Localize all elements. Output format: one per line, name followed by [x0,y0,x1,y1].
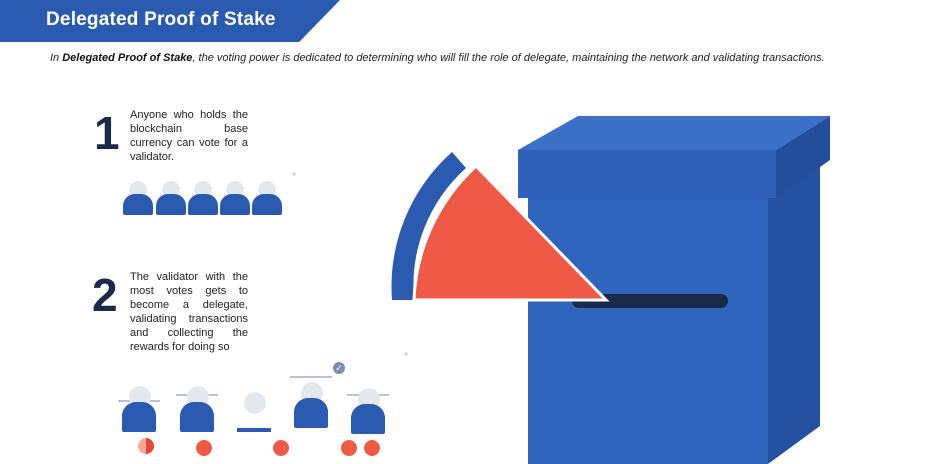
page-title: Delegated Proof of Stake [46,9,276,30]
step-1-text: Anyone who holds the blockchain base cur… [130,109,248,163]
step-1-number: 1 [94,107,120,159]
decorative-dot [292,172,296,176]
intro-text: In Delegated Proof of Stake, the voting … [50,52,910,64]
ballot-box-lid-front [518,150,776,198]
validator-person-icon [176,386,218,432]
ballot-arc-icon [391,152,466,300]
check-badge-icon: ✓ [333,362,345,374]
voter-person-icon [252,181,282,215]
step-2-number: 2 [92,269,118,321]
ballot-pie-icon [414,166,606,300]
validator-person-icon [237,392,271,438]
vote-token-icon [196,440,212,456]
step-2-text: The validator with the most votes gets t… [130,271,248,353]
voter-person-icon [156,181,186,215]
vote-token-icon [341,440,357,456]
intro-suffix: , the voting power is dedicated to deter… [192,52,825,64]
delegate-person-icon [290,376,332,428]
decorative-dot [404,352,408,356]
ballot-slot [572,294,728,308]
voter-person-icon [123,181,153,215]
validator-person-icon [118,386,160,432]
intro-prefix: In [50,52,63,64]
ballot-box-side [768,146,820,464]
ballot-box-lid-top [518,116,830,150]
voter-person-icon [188,181,218,215]
title-banner [0,0,340,42]
vote-token-icon [364,440,380,456]
voter-person-icon [220,181,250,215]
validator-person-icon [347,388,389,434]
ballot-box-illustration [391,116,830,464]
vote-token-icon [138,438,154,454]
ballot-box-lid-side [776,116,830,198]
intro-term: Delegated Proof of Stake [62,52,193,64]
vote-token-icon [273,440,289,456]
ballot-box-front [528,186,768,464]
